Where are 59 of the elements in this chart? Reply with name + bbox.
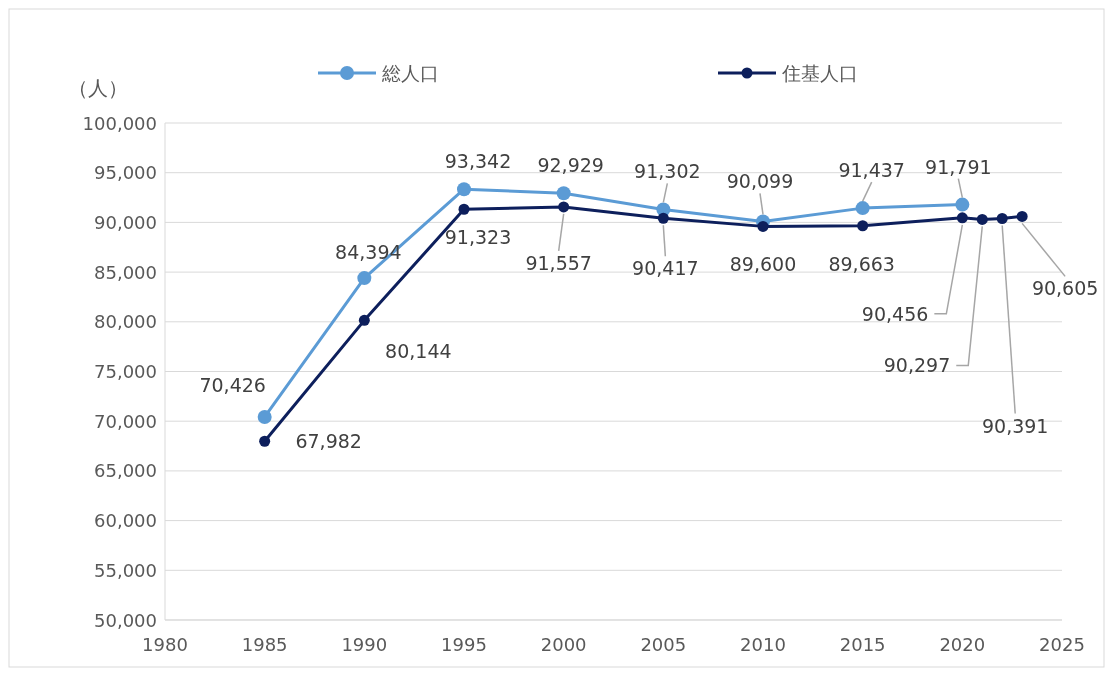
y-tick-label: 90,000	[94, 211, 157, 233]
point	[458, 203, 470, 215]
x-tick-label: 1990	[341, 633, 388, 655]
point	[457, 182, 471, 197]
point	[657, 212, 669, 224]
y-tick-label: 95,000	[94, 162, 157, 184]
x-tick-label: 2020	[939, 633, 986, 655]
x-tick-label: 2005	[640, 633, 687, 655]
y-tick-label: 100,000	[82, 112, 157, 134]
legend-label: 総人口	[381, 62, 439, 84]
y-tick-label: 65,000	[94, 460, 157, 482]
data-label: 91,302	[634, 160, 701, 183]
data-label: 90,391	[981, 414, 1049, 437]
y-tick-label: 60,000	[94, 510, 157, 532]
x-tick-label: 1985	[241, 633, 288, 655]
point	[976, 213, 988, 225]
x-tick-label: 1995	[441, 633, 487, 655]
y-tick-label: 50,000	[94, 609, 157, 631]
x-tick-label: 1980	[142, 633, 188, 655]
point	[996, 213, 1008, 225]
x-tick-label: 2010	[740, 633, 786, 655]
point	[956, 212, 968, 224]
point	[556, 186, 571, 201]
data-label: 91,557	[525, 251, 592, 274]
point	[558, 201, 570, 213]
data-label: 89,600	[729, 253, 797, 276]
y-tick-label: 55,000	[94, 559, 157, 581]
x-tick-label: 2015	[839, 633, 886, 655]
data-label: 80,144	[385, 340, 452, 363]
y-tick-label: 80,000	[94, 311, 157, 333]
point	[357, 271, 372, 286]
data-label: 90,417	[632, 257, 699, 280]
point	[1016, 210, 1028, 222]
data-label: 67,982	[295, 430, 362, 453]
point	[955, 197, 970, 212]
data-label: 70,426	[199, 373, 266, 396]
y-axis-title: （人）	[68, 76, 128, 100]
point	[855, 201, 870, 216]
data-label: 92,929	[537, 154, 604, 177]
point	[857, 220, 869, 232]
data-label: 89,663	[828, 252, 895, 275]
point	[259, 435, 271, 447]
data-label: 91,323	[444, 226, 512, 249]
data-label: 93,342	[444, 150, 512, 173]
point	[757, 220, 769, 232]
x-tick-label: 2000	[540, 633, 587, 655]
legend-label: 住基人口	[781, 62, 858, 84]
y-tick-label: 70,000	[94, 410, 157, 432]
data-label: 91,437	[838, 159, 905, 182]
data-label: 90,297	[883, 354, 951, 377]
data-label: 90,456	[861, 302, 929, 325]
y-tick-label: 85,000	[94, 261, 157, 283]
data-label: 90,099	[726, 170, 794, 193]
data-label: 91,791	[925, 155, 992, 178]
data-label: 90,605	[1031, 277, 1099, 300]
y-tick-label: 75,000	[94, 361, 157, 382]
x-tick-label: 2025	[1039, 633, 1085, 655]
point	[358, 314, 370, 326]
point	[257, 409, 272, 424]
